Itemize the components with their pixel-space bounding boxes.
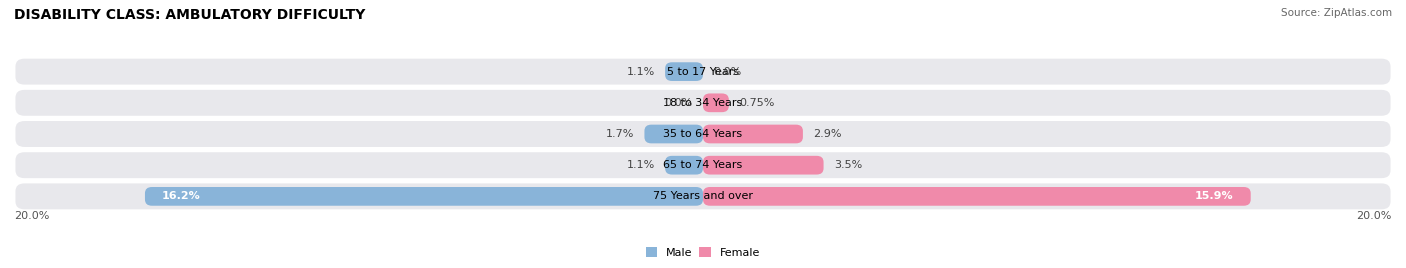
Text: 0.0%: 0.0% (713, 67, 741, 77)
Text: 1.1%: 1.1% (627, 160, 655, 170)
FancyBboxPatch shape (14, 182, 1392, 211)
FancyBboxPatch shape (145, 187, 703, 206)
Text: 0.0%: 0.0% (665, 98, 693, 108)
Text: 1.1%: 1.1% (627, 67, 655, 77)
FancyBboxPatch shape (703, 156, 824, 174)
FancyBboxPatch shape (14, 57, 1392, 86)
Legend: Male, Female: Male, Female (641, 243, 765, 262)
FancyBboxPatch shape (665, 62, 703, 81)
Text: 5 to 17 Years: 5 to 17 Years (666, 67, 740, 77)
Text: 35 to 64 Years: 35 to 64 Years (664, 129, 742, 139)
Text: 18 to 34 Years: 18 to 34 Years (664, 98, 742, 108)
FancyBboxPatch shape (665, 156, 703, 174)
FancyBboxPatch shape (703, 94, 728, 112)
FancyBboxPatch shape (703, 187, 1251, 206)
FancyBboxPatch shape (14, 88, 1392, 117)
FancyBboxPatch shape (644, 125, 703, 143)
Text: Source: ZipAtlas.com: Source: ZipAtlas.com (1281, 8, 1392, 18)
Text: DISABILITY CLASS: AMBULATORY DIFFICULTY: DISABILITY CLASS: AMBULATORY DIFFICULTY (14, 8, 366, 22)
Text: 75 Years and over: 75 Years and over (652, 191, 754, 201)
FancyBboxPatch shape (14, 120, 1392, 148)
FancyBboxPatch shape (703, 125, 803, 143)
Text: 1.7%: 1.7% (606, 129, 634, 139)
Text: 3.5%: 3.5% (834, 160, 862, 170)
FancyBboxPatch shape (14, 151, 1392, 180)
Text: 20.0%: 20.0% (14, 211, 49, 221)
Text: 20.0%: 20.0% (1357, 211, 1392, 221)
Text: 65 to 74 Years: 65 to 74 Years (664, 160, 742, 170)
Text: 2.9%: 2.9% (813, 129, 842, 139)
Text: 15.9%: 15.9% (1195, 191, 1233, 201)
Text: 0.75%: 0.75% (740, 98, 775, 108)
Text: 16.2%: 16.2% (162, 191, 201, 201)
